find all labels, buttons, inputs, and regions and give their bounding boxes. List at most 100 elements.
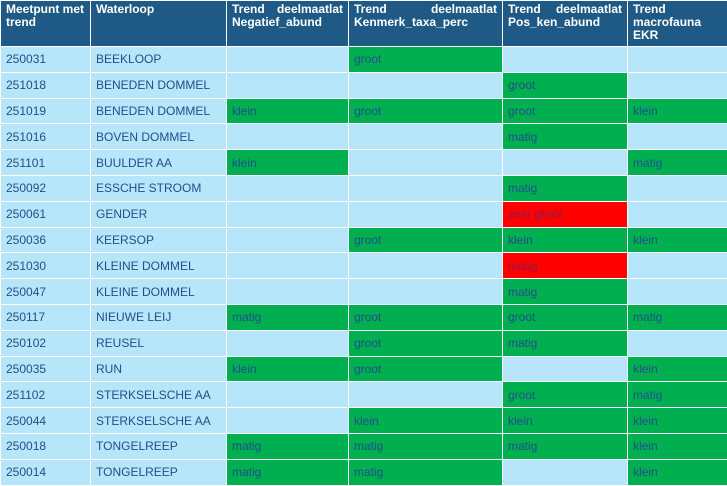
trend-cell: klein — [628, 459, 727, 485]
empty-cell — [349, 124, 503, 150]
trend-cell: klein — [628, 98, 727, 124]
trend-cell: matig — [628, 304, 727, 330]
trend-cell: matig — [628, 382, 727, 408]
column-header: Trend deelmaatlat Pos_ken_abund — [503, 1, 628, 47]
waterloop-cell: BUULDER AA — [91, 150, 227, 176]
trend-cell: matig — [227, 459, 349, 485]
waterloop-cell: KEERSOP — [91, 227, 227, 253]
waterloop-cell: STERKSELSCHE AA — [91, 382, 227, 408]
empty-cell — [227, 382, 349, 408]
trend-cell: klein — [628, 227, 727, 253]
trend-cell: klein — [349, 408, 503, 434]
meetpunt-cell: 251019 — [1, 98, 91, 124]
empty-cell — [628, 72, 727, 98]
trend-cell: matig — [227, 304, 349, 330]
empty-cell — [227, 175, 349, 201]
trend-cell: matig — [349, 459, 503, 485]
empty-cell — [227, 279, 349, 305]
waterloop-cell: GENDER — [91, 201, 227, 227]
empty-cell — [503, 459, 628, 485]
empty-cell — [349, 150, 503, 176]
trend-cell: matig — [503, 124, 628, 150]
waterloop-cell: RUN — [91, 356, 227, 382]
empty-cell — [503, 47, 628, 73]
column-header: Waterloop — [91, 1, 227, 47]
meetpunt-cell: 250102 — [1, 330, 91, 356]
meetpunt-cell: 251102 — [1, 382, 91, 408]
trend-cell: matig — [503, 175, 628, 201]
meetpunt-cell: 250035 — [1, 356, 91, 382]
empty-cell — [349, 382, 503, 408]
empty-cell — [227, 253, 349, 279]
empty-cell — [227, 201, 349, 227]
waterloop-cell: KLEINE DOMMEL — [91, 279, 227, 305]
waterloop-cell: TONGELREEP — [91, 459, 227, 485]
waterloop-cell: BENEDEN DOMMEL — [91, 72, 227, 98]
empty-cell — [227, 227, 349, 253]
trend-cell: matig — [503, 433, 628, 459]
trend-cell: matig — [628, 150, 727, 176]
empty-cell — [227, 408, 349, 434]
empty-cell — [628, 124, 727, 150]
empty-cell — [349, 201, 503, 227]
meetpunt-cell: 250092 — [1, 175, 91, 201]
empty-cell — [227, 330, 349, 356]
trend-cell: zeer groot — [503, 201, 628, 227]
empty-cell — [628, 201, 727, 227]
meetpunt-cell: 251101 — [1, 150, 91, 176]
meetpunt-cell: 250014 — [1, 459, 91, 485]
empty-cell — [628, 279, 727, 305]
trend-cell: groot — [349, 98, 503, 124]
empty-cell — [349, 253, 503, 279]
meetpunt-cell: 250061 — [1, 201, 91, 227]
meetpunt-cell: 250018 — [1, 433, 91, 459]
trend-cell: klein — [503, 408, 628, 434]
column-header: Meetpunt met trend — [1, 1, 91, 47]
empty-cell — [349, 72, 503, 98]
waterloop-cell: REUSEL — [91, 330, 227, 356]
empty-cell — [349, 175, 503, 201]
trend-cell: groot — [349, 227, 503, 253]
empty-cell — [227, 124, 349, 150]
trend-cell: matig — [503, 330, 628, 356]
trend-cell: klein — [628, 408, 727, 434]
empty-cell — [503, 356, 628, 382]
column-header: Trend deelmaatlat Negatief_abund — [227, 1, 349, 47]
column-header: Trend deelmaatlat Kenmerk_taxa_perc — [349, 1, 503, 47]
meetpunt-cell: 250031 — [1, 47, 91, 73]
waterloop-cell: BENEDEN DOMMEL — [91, 98, 227, 124]
waterloop-cell: BEEKLOOP — [91, 47, 227, 73]
empty-cell — [628, 330, 727, 356]
waterloop-cell: NIEUWE LEIJ — [91, 304, 227, 330]
trend-cell: klein — [227, 356, 349, 382]
empty-cell — [227, 72, 349, 98]
trend-cell: klein — [503, 227, 628, 253]
trend-cell: groot — [349, 330, 503, 356]
trend-cell: groot — [503, 304, 628, 330]
trend-cell: klein — [628, 433, 727, 459]
trend-cell: matig — [503, 253, 628, 279]
empty-cell — [628, 47, 727, 73]
column-header: Trend macrofauna EKR — [628, 1, 727, 47]
empty-cell — [227, 47, 349, 73]
waterloop-cell: BOVEN DOMMEL — [91, 124, 227, 150]
trend-cell: groot — [349, 356, 503, 382]
trend-cell: klein — [628, 356, 727, 382]
